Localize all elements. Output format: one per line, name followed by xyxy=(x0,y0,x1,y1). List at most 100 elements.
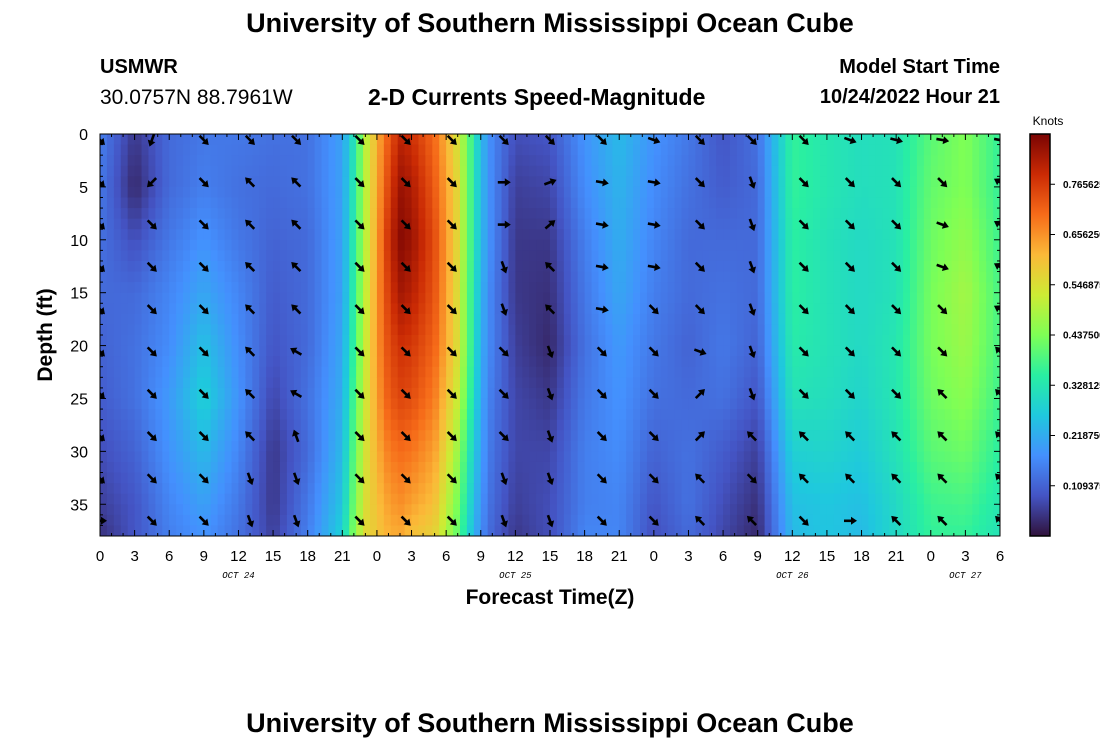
heat-cell xyxy=(930,514,939,527)
heat-cell xyxy=(321,250,330,262)
heat-cell xyxy=(986,134,994,146)
heat-cell xyxy=(363,271,371,283)
heat-cell xyxy=(626,440,634,452)
heat-cell xyxy=(466,356,475,368)
heat-cell xyxy=(820,419,828,431)
heat-cell xyxy=(965,250,973,262)
heat-cell xyxy=(376,409,385,421)
heat-cell xyxy=(134,208,143,220)
heat-cell xyxy=(425,260,433,273)
heat-cell xyxy=(515,176,523,188)
heat-cell xyxy=(148,313,156,326)
heat-cell xyxy=(577,335,586,347)
heat-cell xyxy=(660,165,669,177)
heat-cell xyxy=(286,335,295,347)
heat-cell xyxy=(681,165,690,177)
heat-cell xyxy=(563,504,572,516)
heat-cell xyxy=(183,377,191,389)
heat-cell xyxy=(487,440,496,452)
heat-cell xyxy=(896,483,904,495)
heat-cell xyxy=(556,324,565,336)
heat-cell xyxy=(501,208,510,220)
heat-cell xyxy=(259,472,267,484)
heat-cell xyxy=(501,504,510,516)
heat-cell xyxy=(411,313,420,326)
heat-cell xyxy=(730,292,738,304)
heat-cell xyxy=(771,218,780,230)
heat-cell xyxy=(882,165,890,177)
heat-cell xyxy=(716,292,724,304)
heat-cell xyxy=(162,398,170,410)
heat-cell xyxy=(785,324,793,336)
heat-cell xyxy=(937,229,946,241)
heat-cell xyxy=(972,303,980,315)
heat-cell xyxy=(480,398,489,410)
heat-cell xyxy=(764,504,773,516)
heat-cell xyxy=(370,493,378,505)
heat-cell xyxy=(397,208,406,220)
heat-cell xyxy=(799,186,807,199)
heat-cell xyxy=(986,356,994,368)
heat-cell xyxy=(217,144,226,156)
heat-cell xyxy=(370,197,378,209)
heat-cell xyxy=(106,186,115,199)
heat-cell xyxy=(930,525,939,536)
heat-cell xyxy=(993,229,1000,241)
heat-cell xyxy=(757,430,766,442)
heat-cell xyxy=(716,239,724,251)
heat-cell xyxy=(840,356,849,368)
heat-cell xyxy=(183,260,191,273)
heat-cell xyxy=(986,303,994,315)
heat-cell xyxy=(411,419,420,431)
heat-cell xyxy=(120,271,129,283)
heat-cell xyxy=(605,313,613,326)
heat-cell xyxy=(813,398,821,410)
heat-cell xyxy=(183,430,191,442)
heat-cell xyxy=(923,461,932,474)
heat-cell xyxy=(446,504,454,516)
heat-cell xyxy=(688,356,696,368)
heat-cell xyxy=(605,387,613,400)
heat-cell xyxy=(667,155,676,167)
heat-cell xyxy=(162,250,170,262)
heat-cell xyxy=(958,366,966,378)
heat-cell xyxy=(730,260,738,273)
heat-cell xyxy=(930,144,939,156)
heat-cell xyxy=(453,134,461,146)
heat-cell xyxy=(736,461,745,474)
heat-cell xyxy=(550,461,558,474)
heat-cell xyxy=(667,514,676,527)
heat-cell xyxy=(127,504,136,516)
heat-cell xyxy=(543,440,551,452)
heat-cell xyxy=(598,282,606,294)
heat-cell xyxy=(300,504,309,516)
heat-cell xyxy=(605,525,613,536)
heat-cell xyxy=(702,229,710,241)
heat-cell xyxy=(487,483,496,495)
heat-cell xyxy=(730,451,738,463)
heat-cell xyxy=(653,356,662,368)
heat-cell xyxy=(231,303,240,315)
heat-cell xyxy=(245,324,253,336)
heat-cell xyxy=(736,525,745,536)
heat-cell xyxy=(833,461,842,474)
current-arrow xyxy=(146,177,158,188)
heat-cell xyxy=(169,197,177,209)
heat-cell xyxy=(681,197,690,209)
heat-cell xyxy=(695,186,703,199)
heat-cell xyxy=(397,260,406,273)
heat-cell xyxy=(397,345,406,357)
heat-cell xyxy=(937,144,946,156)
heat-cell xyxy=(750,451,759,463)
heat-cell xyxy=(356,144,364,156)
heat-cell xyxy=(529,229,537,241)
heat-cell xyxy=(688,282,696,294)
heat-cell xyxy=(293,165,302,177)
heat-cell xyxy=(653,440,662,452)
heat-cell xyxy=(466,165,475,177)
heat-cell xyxy=(550,303,558,315)
heat-cell xyxy=(854,493,863,505)
heat-cell xyxy=(286,493,295,505)
heat-cell xyxy=(466,419,475,431)
heat-cell xyxy=(833,282,842,294)
